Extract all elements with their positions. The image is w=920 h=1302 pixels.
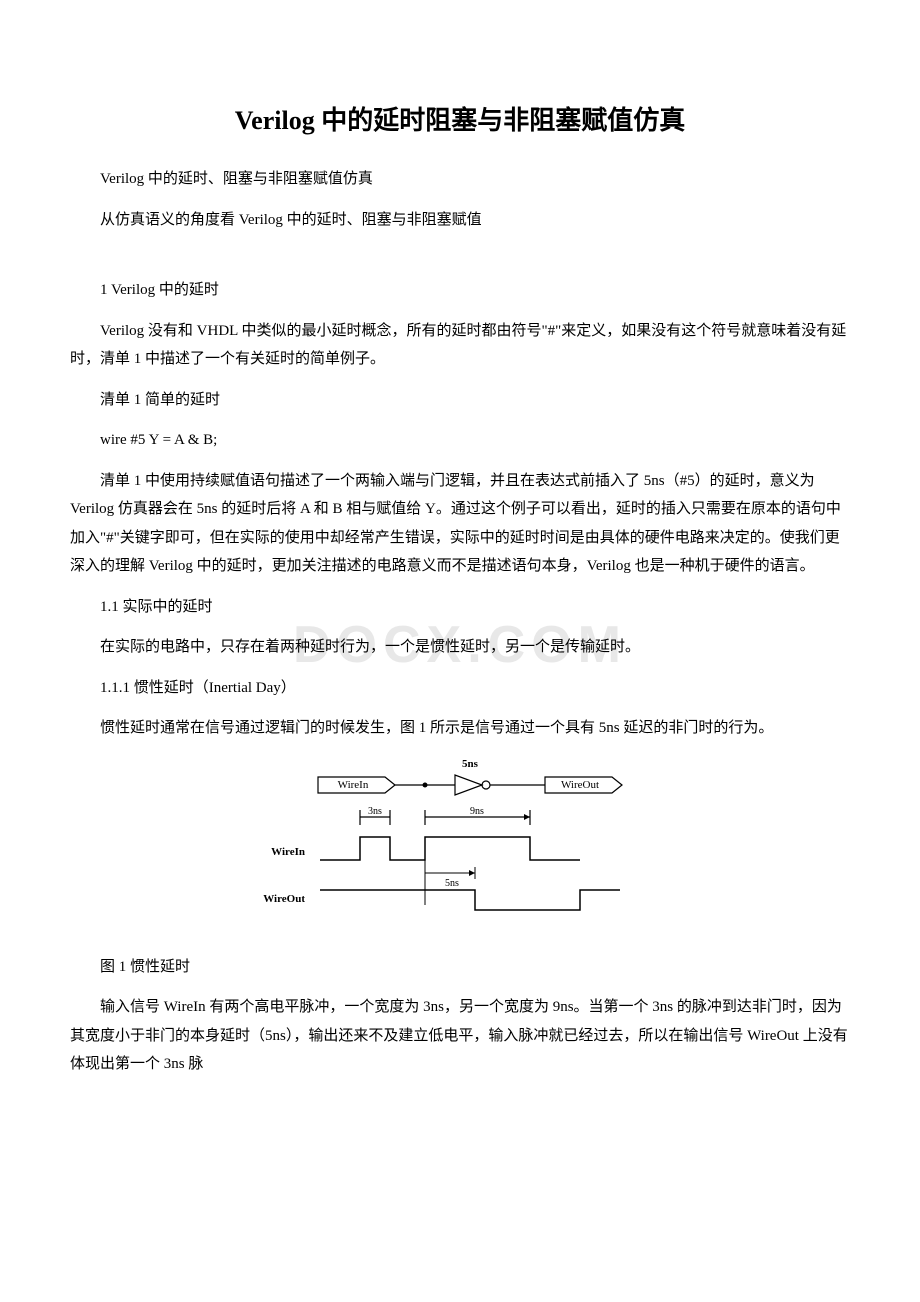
diagram-9ns-label: 9ns (470, 806, 484, 817)
section-1-1-1-p2: 输入信号 WireIn 有两个高电平脉冲，一个宽度为 3ns，另一个宽度为 9n… (70, 993, 850, 1079)
diagram-wirein-box: WireIn (318, 777, 395, 793)
section-1-1-1-p1: 惯性延时通常在信号通过逻辑门的时候发生，图 1 所示是信号通过一个具有 5ns … (70, 714, 850, 743)
section-1-heading: 1 Verilog 中的延时 (70, 276, 850, 305)
section-1-p2: 清单 1 中使用持续赋值语句描述了一个两输入端与门逻辑，并且在表达式前插入了 5… (70, 467, 850, 581)
section-1-1-heading: 1.1 实际中的延时 (70, 593, 850, 622)
diagram-wireout-waveform (320, 890, 620, 910)
document-title: Verilog 中的延时阻塞与非阻塞赋值仿真 (70, 100, 850, 137)
diagram-5ns-bottom-marker: 5ns (425, 867, 475, 889)
diagram-wireout-box-label: WireOut (561, 779, 599, 791)
diagram-junction-1 (423, 782, 428, 787)
figure-1-diagram: 5ns WireIn Wire (250, 755, 670, 935)
diagram-3ns-marker: 3ns (360, 806, 390, 825)
paragraph-intro-2: 从仿真语义的角度看 Verilog 中的延时、阻塞与非阻塞赋值 (70, 206, 850, 235)
diagram-label-5ns-top: 5ns (462, 758, 479, 770)
diagram-9ns-marker: 9ns (425, 806, 530, 825)
figure-1-container: 5ns WireIn Wire (70, 755, 850, 935)
diagram-wirein-waveform-label: WireIn (271, 846, 305, 858)
diagram-wirein-waveform (320, 837, 580, 860)
diagram-wireout-box: WireOut (545, 777, 622, 793)
diagram-not-gate (455, 775, 490, 795)
diagram-3ns-label: 3ns (368, 806, 382, 817)
document-content: Verilog 中的延时阻塞与非阻塞赋值仿真 Verilog 中的延时、阻塞与非… (70, 100, 850, 1079)
section-1-1-1-heading: 1.1.1 惯性延时（Inertial Day） (70, 674, 850, 703)
diagram-wireout-waveform-label: WireOut (263, 893, 305, 905)
diagram-5ns-bottom-label: 5ns (445, 878, 459, 889)
paragraph-intro-1: Verilog 中的延时、阻塞与非阻塞赋值仿真 (70, 165, 850, 194)
listing-1-code: wire #5 Y = A & B; (70, 426, 850, 455)
section-1-1-p1: 在实际的电路中，只存在着两种延时行为，一个是惯性延时，另一个是传输延时。 (70, 633, 850, 662)
listing-1-label: 清单 1 简单的延时 (70, 386, 850, 415)
diagram-wirein-box-label: WireIn (338, 779, 369, 791)
figure-1-caption: 图 1 惯性延时 (70, 953, 850, 982)
section-1-p1: Verilog 没有和 VHDL 中类似的最小延时概念，所有的延时都由符号"#"… (70, 317, 850, 374)
